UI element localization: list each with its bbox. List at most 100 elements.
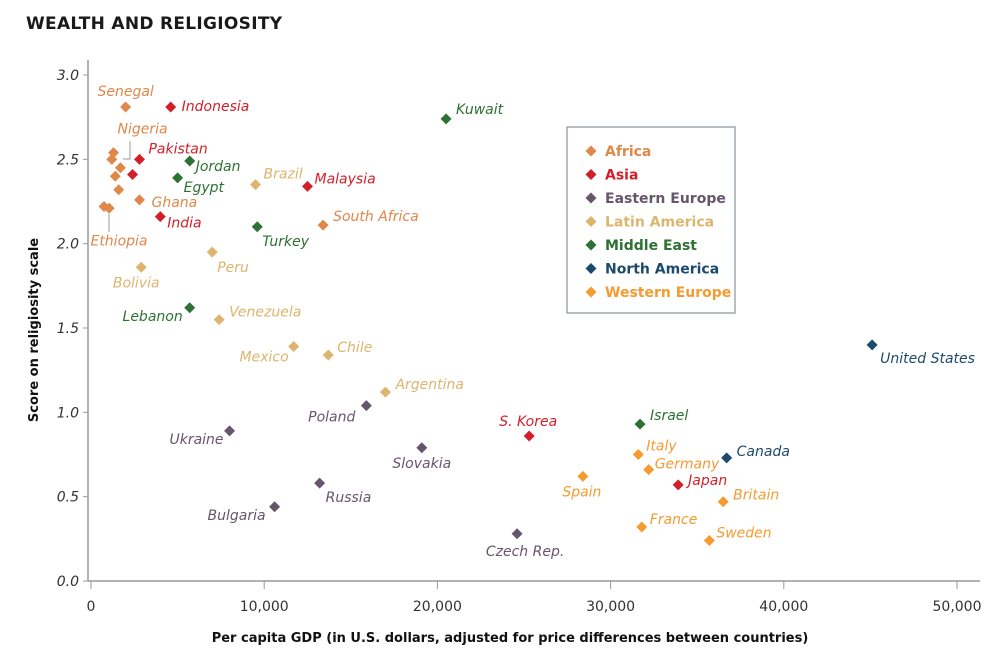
point-label: Japan xyxy=(685,473,727,489)
point-label: Brazil xyxy=(264,167,303,183)
data-point-canada xyxy=(721,452,733,464)
legend-item: Eastern Europe xyxy=(605,191,726,207)
data-point-jordan xyxy=(184,155,196,167)
data-point-germany xyxy=(643,464,655,476)
data-point-peru xyxy=(206,246,218,258)
data-point-india xyxy=(154,211,166,223)
point-label: Sweden xyxy=(716,526,771,542)
point-label: Mexico xyxy=(240,350,289,366)
point-label: Britain xyxy=(733,488,779,504)
point-label: Ghana xyxy=(151,195,197,211)
legend-marker xyxy=(585,239,597,251)
point-label: Bulgaria xyxy=(208,508,266,524)
point-label: Pakistan xyxy=(148,141,207,157)
point-label: France xyxy=(650,512,698,528)
legend: Africa Asia Eastern Europe Latin America Mid… xyxy=(566,126,736,314)
legend-marker xyxy=(585,145,597,157)
data-point xyxy=(106,153,118,165)
y-tick-label: 0.5 xyxy=(57,490,79,506)
point-label: Peru xyxy=(217,260,249,276)
data-point-bolivia xyxy=(135,261,147,273)
legend-marker xyxy=(585,263,597,274)
y-tick-label: 3.0 xyxy=(57,68,79,84)
point-label: Spain xyxy=(562,484,601,500)
data-point-lebanon xyxy=(184,302,196,314)
legend-marker xyxy=(585,192,597,204)
data-point-argentina xyxy=(379,386,391,398)
point-label: Argentina xyxy=(394,377,464,393)
legend-item: Middle East xyxy=(605,238,697,254)
data-points xyxy=(98,101,878,547)
y-tick-label: 1.5 xyxy=(57,321,79,337)
data-point-venezuela xyxy=(213,314,225,326)
nigeria-leader-line xyxy=(123,141,131,160)
point-label: Poland xyxy=(308,410,355,426)
data-point xyxy=(103,202,115,214)
data-point-pakistan xyxy=(133,153,145,165)
point-label: India xyxy=(167,216,201,232)
point-label: Canada xyxy=(737,444,790,460)
legend-item: Latin America xyxy=(605,215,714,231)
data-point-south-africa xyxy=(317,219,329,231)
point-label: Senegal xyxy=(97,84,153,100)
point-label: United States xyxy=(880,351,975,367)
point-label: Bolivia xyxy=(113,275,160,291)
data-point-spain xyxy=(577,470,589,482)
point-label: Italy xyxy=(646,439,677,455)
point-labels: Senegal Nigeria Ethiopia Ghana South Africa I… xyxy=(90,84,974,560)
y-tick-label: 1.0 xyxy=(57,405,79,421)
data-point-bulgaria xyxy=(269,501,281,513)
point-label: Czech Rep. xyxy=(486,544,564,560)
data-point-ukraine xyxy=(224,425,236,437)
point-label: Jordan xyxy=(193,159,241,175)
data-point-sweden xyxy=(703,535,715,547)
data-point-senegal xyxy=(120,101,132,113)
point-label: Ukraine xyxy=(169,432,223,448)
point-label: South Africa xyxy=(333,209,419,225)
legend-item: Africa xyxy=(605,144,651,160)
data-point xyxy=(114,162,126,174)
data-point-mexico xyxy=(288,341,300,353)
point-label: S. Korea xyxy=(499,414,557,430)
point-label: Egypt xyxy=(184,180,225,196)
chart-title: WEALTH AND RELIGIOSITY xyxy=(26,14,283,34)
legend-item: North America xyxy=(605,262,719,278)
legend-marker xyxy=(585,169,597,180)
data-point-chile xyxy=(322,349,334,361)
data-point-israel xyxy=(634,418,646,430)
data-point-czech-rep- xyxy=(511,528,523,540)
x-tick-label: 40,000 xyxy=(759,599,808,615)
x-tick-label: 0 xyxy=(87,599,96,615)
y-tick-label: 2.0 xyxy=(57,237,79,253)
data-point xyxy=(113,184,125,196)
data-point-slovakia xyxy=(416,442,428,454)
point-label: Malaysia xyxy=(315,171,376,187)
point-label: Germany xyxy=(655,457,720,473)
data-point xyxy=(127,169,139,181)
leader-lines xyxy=(108,141,131,232)
point-label: Indonesia xyxy=(182,99,250,115)
x-tick-label: 50,000 xyxy=(933,599,982,615)
x-tick-label: 10,000 xyxy=(240,599,289,615)
point-label: Israel xyxy=(650,408,688,424)
point-label: Kuwait xyxy=(456,102,504,118)
data-point-japan xyxy=(672,479,684,491)
x-axis-label: Per capita GDP (in U.S. dollars, adjuste… xyxy=(212,631,809,646)
y-tick-label: 2.5 xyxy=(57,152,79,168)
data-point-indonesia xyxy=(165,101,177,113)
point-label: Russia xyxy=(326,490,372,506)
data-point-britain xyxy=(717,496,729,508)
data-point xyxy=(109,170,121,182)
data-point-turkey xyxy=(251,221,263,233)
data-point-russia xyxy=(314,477,326,489)
x-tick-label: 20,000 xyxy=(413,599,462,615)
point-label: Venezuela xyxy=(229,305,301,321)
data-point-france xyxy=(636,521,648,533)
data-point-italy xyxy=(632,449,644,460)
data-point-egypt xyxy=(172,172,184,184)
y-tick-label: 0.0 xyxy=(57,574,79,590)
legend-marker xyxy=(585,286,597,298)
x-tick-label: 30,000 xyxy=(586,599,635,615)
data-point-brazil xyxy=(250,179,262,191)
